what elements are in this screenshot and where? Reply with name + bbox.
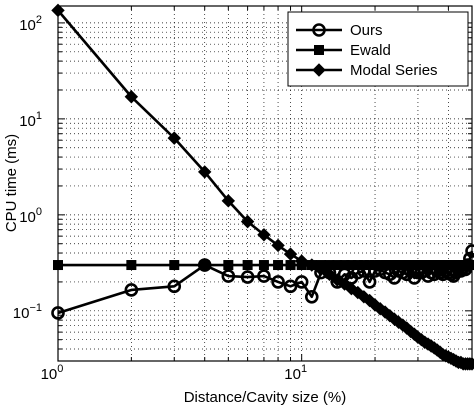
data-point-modal-series: [221, 194, 236, 208]
y-tick-label: 101: [19, 110, 42, 130]
data-point-ours: [271, 275, 285, 289]
legend-label-ewald: Ewald: [350, 42, 391, 59]
y-tick-label: 10−1: [13, 302, 42, 322]
data-point-modal-series: [198, 165, 212, 179]
plot-frame: [57, 5, 473, 362]
data-point-ours: [240, 270, 255, 284]
data-point-modal-series: [305, 258, 319, 272]
data-point-ours: [167, 279, 182, 294]
legend-marker-ewald: [314, 45, 324, 55]
data-point-ewald: [273, 260, 284, 271]
series-ours: [51, 244, 474, 320]
data-point-ours: [460, 258, 474, 272]
y-tick-label: 100: [19, 206, 42, 226]
legend-marker-ours: [312, 23, 326, 37]
y-axis-label: CPU time (ms): [3, 134, 20, 232]
ticks: [57, 6, 473, 362]
data-point-modal-series: [240, 214, 255, 229]
data-point-modal-series: [314, 262, 328, 277]
data-point-ours: [197, 258, 212, 272]
legend-entry-ours: Ours: [296, 22, 383, 39]
tick-labels: 100 101 10−1 100 101 102: [13, 14, 307, 383]
data-point-ours: [124, 283, 139, 297]
legend-items: Ours Ewald Modal Series: [296, 22, 438, 79]
data-point-ours: [427, 267, 442, 282]
data-point-modal-series: [322, 267, 337, 282]
data-point-ours: [294, 275, 309, 289]
data-point-modal-series: [167, 131, 181, 145]
data-point-ewald: [242, 260, 253, 271]
legend-marker-modal-series: [312, 63, 326, 77]
data-point-ewald: [169, 260, 180, 271]
data-point-ours: [351, 265, 365, 280]
series-modal-series: [51, 3, 474, 371]
legend: Ours Ewald Modal Series: [287, 11, 469, 87]
data-point-ours: [283, 279, 298, 294]
data-point-modal-series: [283, 247, 298, 261]
data-point-ours: [257, 269, 271, 283]
data-point-ewald: [223, 260, 234, 271]
legend-label-modal-series: Modal Series: [350, 62, 438, 79]
legend-label-ours: Ours: [350, 22, 383, 39]
legend-entry-ewald: Ewald: [296, 42, 391, 59]
x-tick-label: 100: [41, 363, 64, 383]
data-point-modal-series: [124, 90, 139, 104]
legend-entry-modal-series: Modal Series: [296, 62, 438, 79]
series-layer: [51, 3, 474, 371]
data-point-modal-series: [294, 254, 309, 268]
data-point-ewald: [126, 260, 137, 271]
x-axis-label: Distance/Cavity size (%): [184, 389, 347, 406]
data-point-modal-series: [257, 228, 271, 242]
data-point-ours: [362, 275, 377, 289]
x-tick-label: 101: [284, 363, 307, 383]
data-point-modal-series: [271, 238, 285, 253]
y-tick-label: 102: [19, 14, 42, 34]
data-point-ewald: [258, 260, 269, 271]
data-point-ours: [304, 289, 319, 304]
data-point-ewald: [285, 260, 296, 271]
data-point-ours: [221, 269, 236, 283]
